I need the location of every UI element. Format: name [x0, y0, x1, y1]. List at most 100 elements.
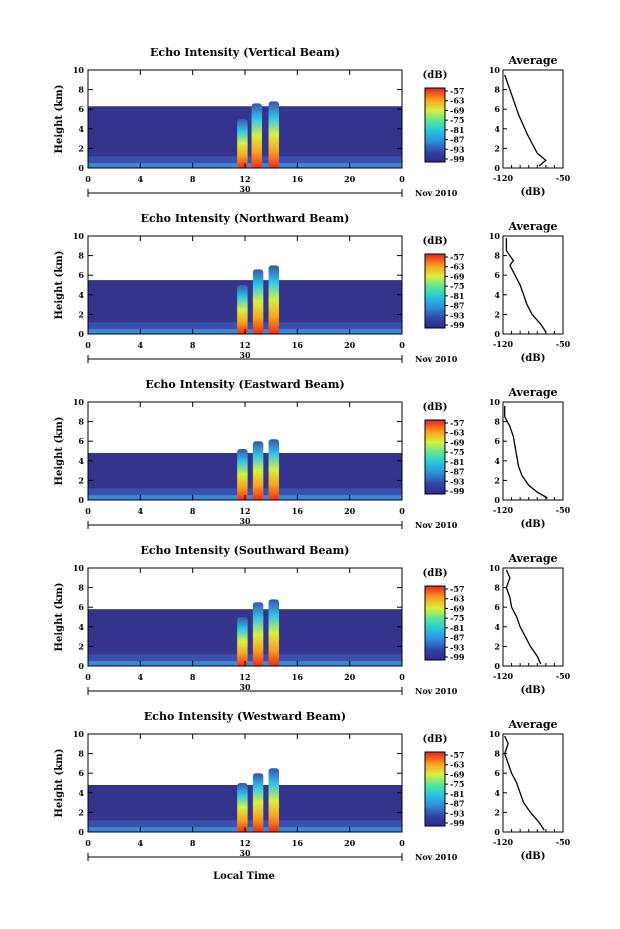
y-tick-label: 10 — [73, 231, 85, 241]
colorbar-tick-label: -93 — [450, 144, 465, 154]
y-tick-label: 8 — [78, 251, 84, 261]
y-tick-label: 6 — [78, 602, 84, 612]
x-axis-label: Local Time — [213, 871, 275, 882]
echo-core-1 — [252, 441, 264, 500]
profile-frame — [502, 733, 564, 833]
date-label: 30 — [239, 350, 251, 360]
x-tick-label: 0 — [399, 672, 405, 682]
profile-title: Average — [507, 54, 557, 67]
profile-title: Average — [507, 552, 557, 565]
y-tick-label: 0 — [78, 329, 84, 339]
x-tick-label: 4 — [138, 340, 144, 350]
chart-panel-0: Echo Intensity (Vertical Beam) 0 2 4 6 8 10 Hei… — [54, 46, 571, 198]
y-tick-label: 0 — [78, 163, 84, 173]
colorbar-tick-label: -75 — [450, 115, 464, 125]
colorbar-tick-label: -75 — [450, 281, 464, 291]
y-tick-label: 4 — [78, 290, 84, 300]
y-tick-label: 6 — [78, 436, 84, 446]
x-tick-label: 8 — [190, 506, 196, 516]
echo-core-0 — [237, 617, 248, 666]
profile-title: Average — [507, 220, 557, 233]
profile-title: Average — [507, 718, 557, 731]
profile-y-tick-label: 0 — [494, 661, 500, 671]
colorbar-tick-label: -93 — [450, 642, 465, 652]
colorbar-tick-label: -99 — [450, 154, 465, 164]
colorbar-unit: (dB) — [423, 568, 448, 579]
profile-x-label: (dB) — [521, 851, 546, 862]
profile-x-tick-label: -120 — [493, 837, 513, 847]
y-tick-label: 2 — [78, 641, 84, 651]
profile-y-tick-label: 0 — [494, 827, 500, 837]
profile-x-tick-label: -50 — [556, 837, 571, 847]
date-label: 30 — [239, 848, 251, 858]
colorbar-unit: (dB) — [423, 70, 448, 81]
colorbar-tick-label: -87 — [450, 633, 464, 643]
x-tick-label: 4 — [138, 838, 144, 848]
x-tick-label: 12 — [239, 672, 250, 682]
colorbar-tick-label: -75 — [450, 779, 464, 789]
profile-y-tick-label: 6 — [494, 104, 500, 114]
date-label: 30 — [239, 682, 251, 692]
colorbar — [424, 419, 446, 495]
colorbar-tick-label: -69 — [450, 603, 465, 613]
x-tick-label: 4 — [138, 174, 144, 184]
x-tick-label: 0 — [399, 174, 405, 184]
colorbar-tick-label: -81 — [450, 125, 464, 135]
y-tick-label: 4 — [78, 788, 84, 798]
colorbar-tick-label: -63 — [450, 760, 465, 770]
profile-frame — [502, 69, 564, 169]
profile-frame — [502, 401, 564, 501]
colorbar-tick-label: -93 — [450, 476, 465, 486]
y-tick-label: 8 — [78, 417, 84, 427]
y-tick-label: 4 — [78, 622, 84, 632]
echo-core-2 — [268, 599, 280, 666]
profile-y-tick-label: 4 — [494, 622, 500, 632]
y-tick-label: 10 — [73, 563, 85, 573]
profile-y-tick-label: 0 — [494, 495, 500, 505]
y-axis-label: Height (km) — [54, 583, 65, 652]
y-tick-label: 6 — [78, 768, 84, 778]
profile-y-tick-label: 6 — [494, 436, 500, 446]
chart-title: Echo Intensity (Westward Beam) — [144, 710, 346, 723]
colorbar-tick-label: -87 — [450, 301, 464, 311]
profile-y-tick-label: 2 — [494, 475, 500, 485]
y-tick-label: 6 — [78, 104, 84, 114]
profile-y-tick-label: 4 — [494, 788, 500, 798]
echo-core-0 — [237, 449, 248, 500]
profile-y-tick-label: 2 — [494, 641, 500, 651]
x-tick-label: 8 — [190, 174, 196, 184]
x-tick-label: 12 — [239, 340, 250, 350]
colorbar-tick-label: -69 — [450, 271, 465, 281]
x-tick-label: 0 — [85, 672, 91, 682]
colorbar-tick-label: -57 — [450, 86, 464, 96]
month-label: Nov 2010 — [415, 188, 458, 198]
profile-line — [504, 74, 547, 167]
profile-y-tick-label: 10 — [489, 397, 501, 407]
y-tick-label: 10 — [73, 65, 85, 75]
profile-x-tick-label: -50 — [556, 339, 571, 349]
profile-x-tick-label: -120 — [493, 173, 513, 183]
profile-y-tick-label: 10 — [489, 231, 501, 241]
x-tick-label: 16 — [292, 838, 304, 848]
colorbar-tick-label: -57 — [450, 584, 464, 594]
echo-core-2 — [268, 265, 280, 334]
x-tick-label: 4 — [138, 506, 144, 516]
colorbar-tick-label: -63 — [450, 428, 465, 438]
profile-y-tick-label: 2 — [494, 309, 500, 319]
colorbar-tick-label: -63 — [450, 594, 465, 604]
chart-title: Echo Intensity (Eastward Beam) — [145, 378, 344, 391]
y-tick-label: 0 — [78, 827, 84, 837]
colorbar-tick-label: -81 — [450, 789, 464, 799]
echo-core-0 — [237, 119, 248, 168]
x-tick-label: 0 — [399, 506, 405, 516]
x-tick-label: 20 — [344, 174, 356, 184]
date-label: 30 — [239, 516, 251, 526]
profile-line — [504, 735, 545, 831]
chart-title: Echo Intensity (Northward Beam) — [141, 212, 350, 225]
profile-y-tick-label: 10 — [489, 563, 501, 573]
colorbar-unit: (dB) — [423, 402, 448, 413]
chart-panel-3: Echo Intensity (Southward Beam) 0 2 4 6 8 10 He… — [54, 544, 571, 696]
x-tick-label: 12 — [239, 174, 250, 184]
colorbar-tick-label: -63 — [450, 96, 465, 106]
